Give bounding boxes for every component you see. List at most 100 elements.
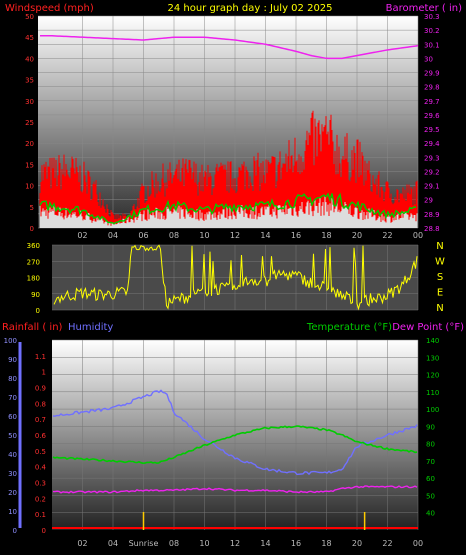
temperature-tick-label: 50 — [426, 492, 435, 500]
direction-tick-label: 90 — [31, 291, 40, 299]
barometer-tick-label: 29.5 — [424, 126, 440, 134]
temperature-tick-label: 110 — [426, 389, 439, 397]
barometer-tick-label: 29.4 — [424, 140, 440, 148]
rainfall-tick-label: 0.7 — [35, 416, 46, 424]
time-tick-label: 16 — [291, 539, 301, 548]
time-tick-label: 10 — [199, 231, 209, 240]
time-tick-label: 02 — [77, 231, 87, 240]
direction-tick-label: 360 — [27, 242, 40, 250]
rainfall-tick-label: 0.2 — [35, 495, 46, 503]
barometer-tick-label: 29.6 — [424, 112, 440, 120]
time-tick-label: 16 — [291, 231, 301, 240]
windspeed-tick-label: 20 — [25, 140, 34, 148]
humidity-tick-label: 30 — [8, 470, 17, 478]
humidity-tick-label: 70 — [8, 394, 17, 402]
temperature-series — [52, 425, 418, 465]
average-wind-series — [39, 192, 417, 225]
rainfall-tick-label: 0.4 — [35, 464, 47, 472]
windspeed-tick-label: 40 — [25, 55, 34, 63]
temperature-tick-label: 90 — [426, 423, 435, 431]
barometer-series — [40, 35, 419, 60]
barometer-tick-label: 29.1 — [424, 183, 440, 191]
rainfall-tick-label: 0.9 — [35, 385, 46, 393]
direction-series — [53, 244, 418, 311]
temperature-humidity-series — [52, 389, 418, 530]
rainfall-tick-label: 0.3 — [35, 480, 46, 488]
compass-tick-label: N — [436, 241, 443, 252]
wind-time-axis: 02 04 06 08 10 12 14 16 18 20 22 00 — [77, 231, 423, 240]
time-tick-label: 14 — [260, 231, 270, 240]
temperature-time-axis: 02 04 Sunrise 08 10 12 14 16 18 20 22 00 — [77, 539, 423, 548]
windspeed-tick-label: 25 — [25, 119, 34, 127]
windspeed-tick-label: 30 — [25, 98, 34, 106]
temperature-axis: 40 50 60 70 80 90 100 110 120 130 140 — [426, 337, 439, 518]
graph-title: 24 hour graph day : July 02 2025 — [167, 3, 332, 14]
temperature-tick-label: 120 — [426, 372, 439, 380]
dew-point-series — [53, 485, 418, 494]
humidity-tick-label: 40 — [8, 451, 17, 459]
barometer-tick-label: 28.8 — [424, 225, 440, 233]
time-tick-label: 04 — [108, 539, 118, 548]
time-tick-label: 22 — [382, 539, 392, 548]
direction-tick-label: 270 — [27, 258, 40, 266]
time-tick-label: 20 — [352, 231, 362, 240]
humidity-tick-label: 60 — [8, 413, 17, 421]
rainfall-tick-label: 1 — [42, 369, 46, 377]
dew-point-label: Dew Point (°F) — [392, 322, 464, 333]
barometer-tick-label: 30.1 — [424, 41, 440, 49]
wind-direction-series — [53, 244, 418, 311]
temperature-tick-label: 80 — [426, 441, 435, 449]
barometer-tick-label: 29.8 — [424, 84, 440, 92]
windspeed-tick-label: 50 — [25, 13, 34, 21]
time-tick-label: 02 — [77, 539, 87, 548]
rainfall-tick-label: 0 — [42, 527, 46, 535]
humidity-tick-label: 90 — [8, 356, 17, 364]
windspeed-label: Windspeed (mph) — [5, 3, 94, 14]
temperature-tick-label: 70 — [426, 458, 435, 466]
temperature-tick-label: 100 — [426, 406, 439, 414]
direction-panel-grid — [52, 244, 419, 311]
time-tick-label: 18 — [321, 539, 331, 548]
compass-tick-label: E — [437, 288, 443, 299]
time-tick-label: 18 — [321, 231, 331, 240]
temperature-label: Temperature (°F) — [306, 322, 392, 333]
time-tick-label: 20 — [352, 539, 362, 548]
barometer-tick-label: 28.9 — [424, 211, 440, 219]
wind-barometer-series — [39, 35, 419, 228]
time-tick-label: 12 — [230, 231, 240, 240]
rainfall-tick-label: 0.8 — [35, 400, 46, 408]
humidity-tick-label: 50 — [8, 432, 17, 440]
barometer-tick-label: 29.3 — [424, 154, 440, 162]
barometer-tick-label: 30.3 — [424, 13, 440, 21]
barometer-label: Barometer ( in) — [386, 3, 462, 14]
time-tick-label: 14 — [260, 539, 270, 548]
time-tick-label: Sunrise — [129, 539, 159, 548]
humidity-label: Humidity — [68, 322, 113, 333]
time-tick-label: 08 — [169, 539, 179, 548]
windspeed-tick-label: 45 — [25, 34, 34, 42]
calm-series — [39, 195, 418, 228]
temperature-panel-grid — [52, 339, 419, 530]
humidity-series — [52, 389, 418, 476]
rainfall-tick-label: 0.5 — [35, 448, 46, 456]
barometer-tick-label: 29 — [424, 197, 433, 205]
humidity-tick-label: 100 — [4, 337, 17, 345]
temperature-tick-label: 40 — [426, 510, 435, 518]
direction-tick-label: 0 — [36, 307, 40, 315]
humidity-axis: 0 10 20 30 40 50 60 70 80 90 100 — [4, 337, 17, 535]
time-tick-label: 00 — [413, 231, 423, 240]
time-tick-label: 00 — [413, 539, 423, 548]
humidity-tick-label: 80 — [8, 375, 17, 383]
direction-tick-label: 180 — [27, 275, 40, 283]
compass-tick-label: S — [437, 272, 443, 283]
time-tick-label: 10 — [199, 539, 209, 548]
humidity-tick-label: 0 — [13, 527, 17, 535]
humidity-tick-label: 10 — [8, 508, 17, 516]
time-tick-label: 08 — [169, 231, 179, 240]
compass-tick-label: N — [436, 303, 443, 314]
barometer-tick-label: 30.2 — [424, 27, 440, 35]
rainfall-tick-label: 0.1 — [35, 511, 46, 519]
rainfall-tick-label: 0.6 — [35, 432, 47, 440]
